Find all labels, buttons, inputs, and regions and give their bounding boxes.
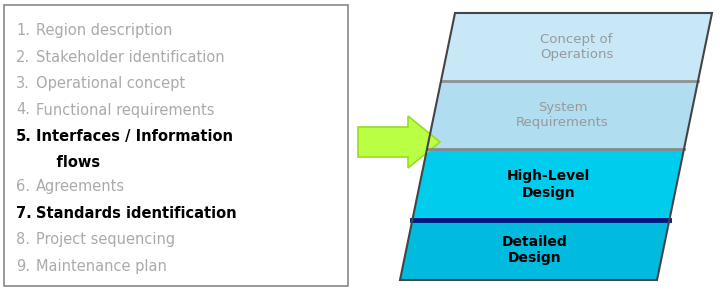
Text: 8.: 8. <box>16 232 30 247</box>
Polygon shape <box>358 116 440 168</box>
Polygon shape <box>427 81 698 149</box>
FancyBboxPatch shape <box>4 5 348 286</box>
Text: 2.: 2. <box>16 50 30 64</box>
Text: 7.: 7. <box>16 206 32 221</box>
Text: Agreements: Agreements <box>36 179 125 194</box>
Text: Stakeholder identification: Stakeholder identification <box>36 50 225 64</box>
Text: Operational concept: Operational concept <box>36 76 185 91</box>
Text: 3.: 3. <box>16 76 30 91</box>
Text: 6.: 6. <box>16 179 30 194</box>
Text: 9.: 9. <box>16 259 30 274</box>
Text: 4.: 4. <box>16 102 30 117</box>
Text: High-Level
Design: High-Level Design <box>507 169 590 200</box>
Polygon shape <box>441 13 712 81</box>
Text: 1.: 1. <box>16 23 30 38</box>
Text: Standards identification: Standards identification <box>36 206 237 221</box>
Text: Maintenance plan: Maintenance plan <box>36 259 167 274</box>
Text: Region description: Region description <box>36 23 172 38</box>
Text: Concept of
Operations: Concept of Operations <box>540 33 613 61</box>
Text: Project sequencing: Project sequencing <box>36 232 175 247</box>
Polygon shape <box>413 149 684 220</box>
Text: Interfaces / Information: Interfaces / Information <box>36 129 233 144</box>
Text: Detailed
Design: Detailed Design <box>502 235 567 265</box>
Text: flows: flows <box>36 155 100 170</box>
Text: Functional requirements: Functional requirements <box>36 102 215 117</box>
Text: System
Requirements: System Requirements <box>516 101 609 129</box>
Polygon shape <box>400 220 670 280</box>
Text: 5.: 5. <box>16 129 32 144</box>
